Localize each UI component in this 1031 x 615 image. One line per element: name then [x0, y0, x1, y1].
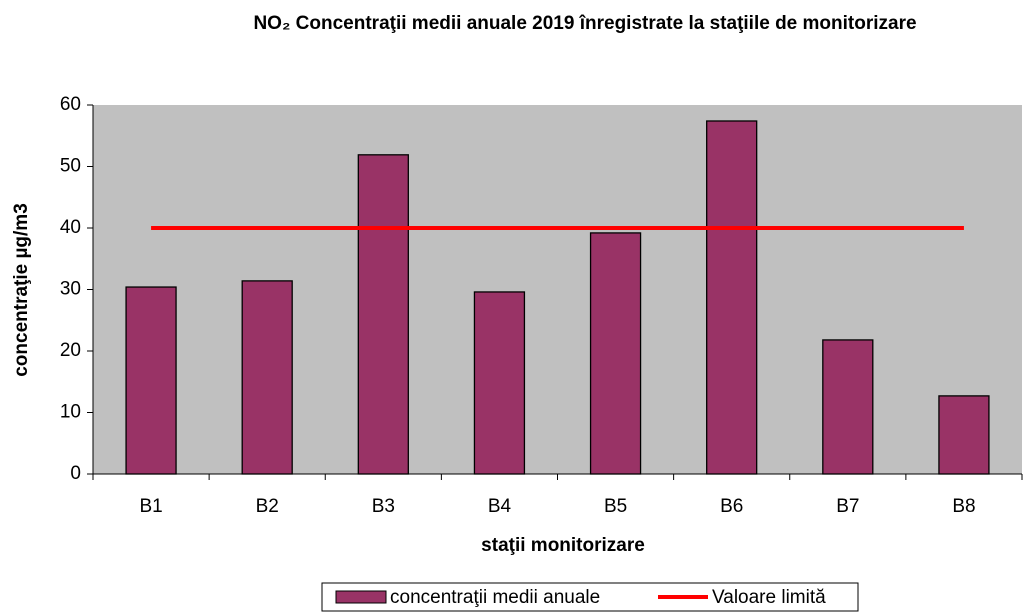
y-tick-label: 50 — [60, 156, 81, 177]
x-tick-label: B5 — [604, 496, 627, 517]
legend — [321, 582, 859, 612]
y-tick-label: 10 — [60, 402, 81, 423]
legend-label: concentraţii medii anuale — [390, 587, 600, 608]
plot-area — [93, 105, 1022, 474]
legend-swatch — [335, 590, 387, 604]
x-tick-label: B4 — [488, 496, 512, 517]
x-tick-label: B8 — [952, 496, 975, 517]
chart-title: NO₂ Concentraţii medii anuale 2019 înreg… — [253, 13, 917, 34]
legend-label: Valoare limită — [712, 587, 826, 608]
bar — [241, 280, 293, 475]
y-tick-label: 0 — [70, 463, 81, 484]
y-tick-label: 30 — [60, 279, 81, 300]
bar — [125, 286, 177, 475]
bar — [706, 120, 758, 475]
bar — [473, 291, 526, 475]
bar — [357, 154, 409, 475]
y-tick-label: 20 — [60, 340, 81, 361]
y-tick-label: 40 — [60, 217, 81, 238]
y-axis-label: concentraţie µg/m3 — [11, 203, 32, 377]
bar — [822, 339, 874, 475]
x-tick-label: B3 — [372, 496, 395, 517]
bar — [938, 395, 990, 475]
x-tick-label: B7 — [836, 496, 859, 517]
y-tick-label: 60 — [60, 94, 81, 115]
x-tick-label: B2 — [256, 496, 279, 517]
x-axis-label: staţii monitorizare — [481, 535, 645, 556]
x-tick-label: B6 — [720, 496, 743, 517]
bar — [589, 232, 642, 475]
x-tick-label: B1 — [139, 496, 162, 517]
